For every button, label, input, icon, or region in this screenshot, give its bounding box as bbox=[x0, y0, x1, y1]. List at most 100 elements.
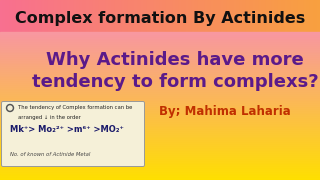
Bar bbox=[0, 86, 320, 87]
Bar bbox=[0, 62, 320, 64]
Bar bbox=[285, 0, 288, 32]
Bar bbox=[301, 0, 304, 32]
Bar bbox=[96, 0, 99, 32]
Bar bbox=[0, 167, 320, 169]
Bar bbox=[160, 0, 163, 32]
Bar bbox=[0, 39, 320, 41]
Bar bbox=[0, 89, 320, 91]
Bar bbox=[0, 108, 320, 110]
Text: The tendency of Complex formation can be: The tendency of Complex formation can be bbox=[18, 105, 132, 111]
Bar bbox=[298, 0, 301, 32]
Bar bbox=[0, 113, 320, 115]
Bar bbox=[19, 0, 22, 32]
Bar bbox=[186, 0, 189, 32]
Bar bbox=[163, 0, 166, 32]
Bar bbox=[208, 0, 211, 32]
Bar bbox=[0, 160, 320, 161]
Bar bbox=[157, 0, 160, 32]
Bar bbox=[0, 125, 320, 126]
Bar bbox=[0, 64, 320, 65]
Bar bbox=[0, 145, 320, 147]
Bar bbox=[141, 0, 144, 32]
Bar bbox=[304, 0, 307, 32]
Bar bbox=[317, 0, 320, 32]
Bar bbox=[240, 0, 243, 32]
Bar bbox=[0, 41, 320, 43]
Bar bbox=[214, 0, 218, 32]
Bar bbox=[179, 0, 182, 32]
Bar bbox=[0, 43, 320, 45]
Bar bbox=[0, 91, 320, 93]
Bar bbox=[272, 0, 275, 32]
Bar bbox=[0, 132, 320, 134]
Bar bbox=[0, 60, 320, 62]
Bar bbox=[0, 117, 320, 119]
Bar bbox=[282, 0, 285, 32]
Bar bbox=[230, 0, 234, 32]
Text: Complex formation By Actinides: Complex formation By Actinides bbox=[15, 10, 305, 26]
Bar bbox=[0, 112, 320, 113]
Bar bbox=[0, 54, 320, 56]
Bar bbox=[0, 73, 320, 75]
Bar bbox=[0, 163, 320, 165]
Bar bbox=[0, 178, 320, 180]
Text: Mk⁺> Mo₂²⁺ >m⁶⁺ >MO₂⁺: Mk⁺> Mo₂²⁺ >m⁶⁺ >MO₂⁺ bbox=[10, 125, 124, 134]
Bar bbox=[0, 100, 320, 102]
Bar bbox=[10, 0, 13, 32]
Bar bbox=[0, 173, 320, 174]
Text: tendency to form complexs?: tendency to form complexs? bbox=[32, 73, 318, 91]
Bar bbox=[61, 0, 64, 32]
Bar bbox=[234, 0, 237, 32]
Bar bbox=[16, 0, 19, 32]
Bar bbox=[211, 0, 214, 32]
Bar bbox=[144, 0, 147, 32]
Bar bbox=[134, 0, 138, 32]
Bar bbox=[29, 0, 32, 32]
Bar bbox=[198, 0, 202, 32]
Bar bbox=[0, 45, 320, 47]
Bar bbox=[115, 0, 118, 32]
Bar bbox=[0, 65, 320, 67]
Bar bbox=[0, 139, 320, 141]
Bar bbox=[278, 0, 282, 32]
Bar bbox=[112, 0, 115, 32]
Bar bbox=[0, 143, 320, 145]
Bar bbox=[0, 71, 320, 73]
Bar bbox=[0, 67, 320, 69]
Bar bbox=[0, 38, 320, 39]
Bar bbox=[250, 0, 253, 32]
Bar bbox=[0, 102, 320, 104]
Bar bbox=[93, 0, 96, 32]
Bar bbox=[182, 0, 186, 32]
Bar bbox=[3, 0, 6, 32]
Bar bbox=[253, 0, 256, 32]
Bar bbox=[0, 121, 320, 123]
Bar bbox=[259, 0, 262, 32]
Bar bbox=[150, 0, 154, 32]
Bar bbox=[221, 0, 224, 32]
Text: By; Mahima Laharia: By; Mahima Laharia bbox=[159, 105, 291, 118]
Bar bbox=[0, 154, 320, 156]
Bar bbox=[218, 0, 221, 32]
Bar bbox=[310, 0, 314, 32]
Bar bbox=[109, 0, 112, 32]
Bar bbox=[0, 126, 320, 128]
Bar bbox=[269, 0, 272, 32]
Bar bbox=[0, 56, 320, 58]
Bar bbox=[205, 0, 208, 32]
Bar bbox=[176, 0, 179, 32]
Bar bbox=[0, 52, 320, 54]
Bar bbox=[202, 0, 205, 32]
Bar bbox=[51, 0, 54, 32]
Bar bbox=[0, 82, 320, 84]
Text: arranged ↓ in the order: arranged ↓ in the order bbox=[18, 114, 81, 120]
Bar bbox=[288, 0, 291, 32]
Bar bbox=[0, 174, 320, 176]
Bar bbox=[192, 0, 195, 32]
Bar bbox=[0, 97, 320, 99]
Bar bbox=[99, 0, 102, 32]
Bar bbox=[77, 0, 80, 32]
Bar bbox=[0, 165, 320, 167]
Bar bbox=[0, 119, 320, 121]
Bar bbox=[227, 0, 230, 32]
